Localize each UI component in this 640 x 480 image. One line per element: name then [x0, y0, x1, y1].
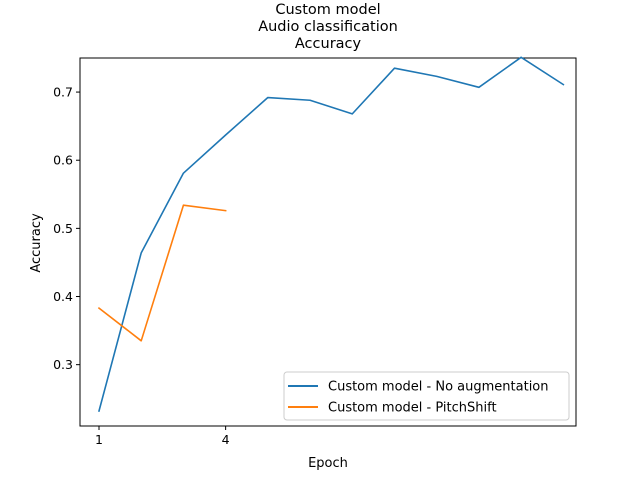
- legend-box: [283, 371, 570, 421]
- series-line-1: [97, 204, 227, 342]
- y-tick-label-3: 0.6: [53, 153, 73, 168]
- series-line-0: [98, 56, 565, 412]
- x-tick-label-1: 1: [95, 432, 103, 447]
- legend-entry-no-augmentation: Custom model - No augmentation: [328, 380, 549, 395]
- x-axis-label: Epoch: [308, 456, 348, 471]
- chart-title-line-1: Custom model: [275, 2, 380, 18]
- legend-entry-pitchshift: Custom model - PitchShift: [328, 401, 497, 416]
- y-tick-label-4: 0.7: [53, 85, 73, 100]
- chart-title: Custom model Audio classification Accura…: [258, 2, 398, 52]
- series-lines: [97, 56, 565, 412]
- chart-title-line-2: Audio classification: [258, 19, 398, 35]
- chart-title-line-3: Accuracy: [295, 36, 362, 52]
- y-tick-label-2: 0.5: [53, 221, 73, 236]
- y-axis-label: Accuracy: [29, 213, 44, 273]
- y-tick-label-1: 0.4: [53, 289, 73, 304]
- plot-area-frame: [79, 57, 577, 427]
- legend: Custom model - No augmentation Custom mo…: [283, 371, 570, 421]
- y-tick-label-0: 0.3: [53, 357, 73, 372]
- x-tick-label-4: 4: [222, 432, 230, 447]
- y-axis-ticks: 0.3 0.4 0.5 0.6 0.7: [53, 85, 80, 372]
